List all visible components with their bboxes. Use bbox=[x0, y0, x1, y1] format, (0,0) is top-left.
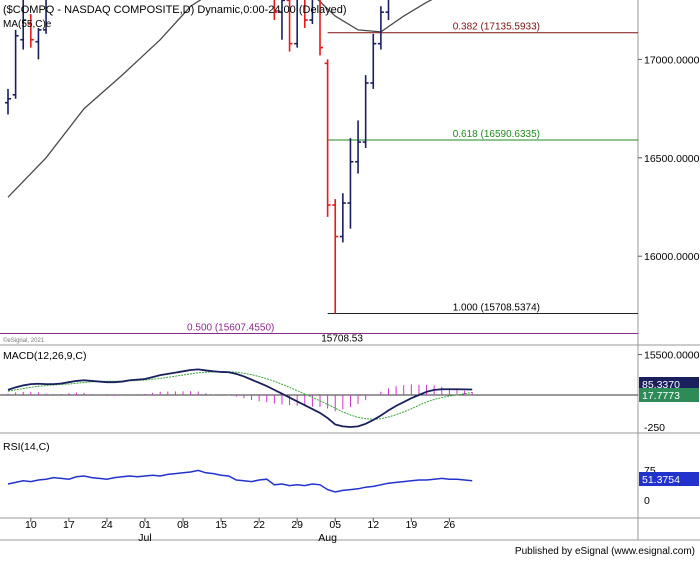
fib-level-label: 1.000 (15708.5374) bbox=[453, 303, 540, 314]
footer-publisher: Published by eSignal (www.esignal.com) bbox=[515, 546, 695, 557]
x-tick-label: 15 bbox=[215, 519, 227, 531]
signal-value-badge-bg bbox=[639, 388, 699, 402]
ohlc-bar bbox=[303, 0, 308, 28]
ohlc-bar bbox=[385, 0, 390, 21]
ohlc-bar bbox=[377, 6, 384, 50]
price-y-tick-label: 16000.0000 bbox=[644, 251, 700, 263]
ohlc-bar bbox=[278, 0, 285, 40]
ohlc-bar bbox=[35, 27, 42, 60]
rsi-panel: RSI(14,C) 75 0 51.3754 bbox=[0, 441, 700, 519]
x-tick-label: 05 bbox=[329, 519, 341, 531]
x-month-label: Jul bbox=[138, 532, 151, 544]
macd-signal-line bbox=[7, 371, 473, 420]
ohlc-bar bbox=[294, 0, 298, 48]
watermark: ©eSignal, 2021 bbox=[3, 337, 45, 344]
x-axis: 10 17 24 01 08 15 22 29 05 12 19 26 Jul Aug bbox=[0, 518, 700, 544]
fib-level-label: 0.618 (16590.6335) bbox=[453, 129, 540, 140]
ohlc-bar bbox=[43, 0, 47, 34]
x-tick-label: 19 bbox=[405, 519, 417, 531]
fib-level-label: 0.382 (17135.5933) bbox=[453, 22, 540, 33]
x-tick-label: 12 bbox=[367, 519, 379, 531]
ohlc-bar bbox=[12, 29, 19, 99]
rsi-value-badge: 51.3754 bbox=[642, 474, 680, 486]
ohlc-bar bbox=[339, 193, 346, 243]
ohlc-bar bbox=[5, 88, 11, 115]
rsi-y-tick-label: 75 bbox=[644, 465, 656, 477]
ohlc-bar bbox=[362, 75, 369, 148]
macd-title: MACD(12,26,9,C) bbox=[3, 350, 86, 362]
ohlc-bar bbox=[355, 120, 362, 174]
x-tick-label: 17 bbox=[63, 519, 75, 531]
x-tick-label: 22 bbox=[253, 519, 265, 531]
ohlc-bar bbox=[273, 0, 278, 21]
x-tick-label: 29 bbox=[291, 519, 303, 531]
ohlc-bar bbox=[286, 0, 293, 52]
price-y-tick-label: 15500.0000 bbox=[644, 350, 700, 362]
x-tick-label: 26 bbox=[444, 519, 456, 531]
chart-title: ($COMPQ - NASDAQ COMPOSITE,D) Dynamic,0:… bbox=[3, 4, 347, 16]
ohlc-bar bbox=[324, 59, 331, 217]
x-tick-label: 24 bbox=[101, 519, 113, 531]
signal-value-badge: 17.7773 bbox=[642, 390, 680, 402]
price-annotation: 15708.53 bbox=[321, 334, 363, 345]
price-y-tick-label: 17000.0000 bbox=[644, 54, 700, 66]
rsi-line bbox=[7, 469, 473, 493]
ma-label: MA(55,C)e bbox=[3, 19, 52, 30]
macd-line bbox=[7, 368, 473, 428]
ohlc-bar bbox=[332, 199, 339, 314]
ohlc-bar bbox=[20, 0, 27, 50]
ohlc-bar bbox=[27, 14, 34, 48]
x-tick-label: 08 bbox=[177, 519, 189, 531]
ma55-line bbox=[7, 0, 433, 198]
rsi-y-tick-label: 0 bbox=[644, 495, 650, 507]
rsi-value-badge-bg bbox=[639, 472, 699, 486]
price-y-tick-label: 16500.0000 bbox=[644, 153, 700, 165]
fib-level-label: 0.500 (15607.4550) bbox=[187, 322, 274, 333]
macd-value-badge-bg bbox=[639, 377, 699, 391]
price-panel: 18500.000018000.000017500.000017000.0000… bbox=[0, 0, 700, 540]
ohlc-bar bbox=[370, 33, 377, 89]
ohlc-bar bbox=[309, 0, 314, 24]
ohlc-bar bbox=[347, 138, 354, 229]
x-tick-label: 10 bbox=[25, 519, 37, 531]
x-month-label: Aug bbox=[318, 532, 337, 544]
x-tick-label: 01 bbox=[139, 519, 151, 531]
ohlc-bar bbox=[319, 0, 324, 56]
macd-y-tick-label: -250 bbox=[644, 422, 665, 434]
rsi-title: RSI(14,C) bbox=[3, 441, 50, 453]
